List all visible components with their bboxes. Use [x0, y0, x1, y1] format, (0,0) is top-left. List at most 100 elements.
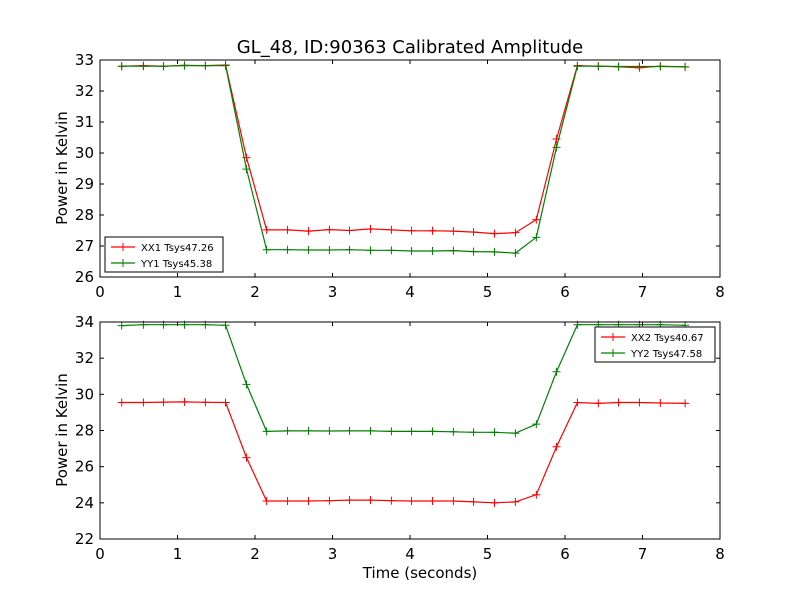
- data-point: [117, 62, 126, 71]
- y-tick-label: 30: [75, 385, 94, 403]
- data-point: [262, 427, 271, 436]
- series-line-2: [121, 64, 686, 254]
- legend: XX1 Tsys47.26 YY1 Tsys45.38: [104, 236, 224, 273]
- data-point: [117, 398, 126, 407]
- y-tick-label: 28: [75, 206, 94, 224]
- data-point: [573, 62, 582, 71]
- x-tick-label: 4: [405, 283, 415, 301]
- data-point: [511, 249, 520, 258]
- data-point: [345, 496, 354, 505]
- data-point: [387, 496, 396, 505]
- y-tick-label: 31: [75, 113, 94, 131]
- data-point: [469, 497, 478, 506]
- legend-marker: [609, 333, 617, 341]
- data-point: [304, 497, 313, 506]
- legend-marker: [119, 259, 127, 267]
- x-tick-label: 8: [715, 545, 725, 563]
- data-point: [304, 246, 313, 255]
- data-point: [262, 225, 271, 234]
- data-point: [366, 496, 375, 505]
- data-point: [681, 62, 690, 71]
- legend-marker: [119, 243, 127, 251]
- data-point: [221, 321, 230, 330]
- data-point: [387, 246, 396, 255]
- data-point: [407, 226, 416, 235]
- data-point: [139, 398, 148, 407]
- y-tick-label: 29: [75, 175, 94, 193]
- x-tick-label: 4: [405, 545, 415, 563]
- data-point: [139, 62, 148, 71]
- data-point: [681, 399, 690, 408]
- y-axis-label: Power in Kelvin: [53, 373, 71, 487]
- data-point: [532, 215, 541, 224]
- legend-label: XX1 Tsys47.26: [141, 243, 214, 254]
- data-point: [325, 496, 334, 505]
- x-tick-label: 1: [173, 545, 183, 563]
- x-tick-label: 0: [95, 545, 105, 563]
- data-point: [345, 226, 354, 235]
- data-point: [387, 225, 396, 234]
- data-point: [366, 426, 375, 435]
- chart-title: GL_48, ID:90363 Calibrated Amplitude: [237, 37, 584, 58]
- y-tick-label: 32: [75, 349, 94, 367]
- x-tick-label: 7: [638, 283, 648, 301]
- data-point: [201, 61, 210, 70]
- data-point: [532, 490, 541, 499]
- data-point: [325, 427, 334, 436]
- data-point: [449, 246, 458, 255]
- y-tick-label: 28: [75, 422, 94, 440]
- data-point: [656, 399, 665, 408]
- data-point: [490, 498, 499, 507]
- x-tick-label: 1: [173, 283, 183, 301]
- x-tick-label: 5: [483, 545, 493, 563]
- y-tick-label: 26: [75, 458, 94, 476]
- data-point: [490, 247, 499, 256]
- data-point: [407, 427, 416, 436]
- y-tick-label: 32: [75, 82, 94, 100]
- y-tick-label: 26: [75, 268, 94, 286]
- data-point: [159, 62, 168, 71]
- data-point: [345, 426, 354, 435]
- data-point: [325, 225, 334, 234]
- data-point: [635, 62, 644, 71]
- data-point: [407, 497, 416, 506]
- y-axis-label: Power in Kelvin: [53, 111, 71, 225]
- data-point: [283, 426, 292, 435]
- y-tick-label: 34: [75, 313, 94, 331]
- data-point: [594, 62, 603, 71]
- data-point: [490, 229, 499, 238]
- data-point: [511, 429, 520, 438]
- data-point: [594, 399, 603, 408]
- x-tick-label: 3: [328, 283, 338, 301]
- data-point: [428, 427, 437, 436]
- data-point: [180, 397, 189, 406]
- data-point: [242, 165, 251, 174]
- data-point: [552, 143, 561, 152]
- x-tick-label: 7: [638, 545, 648, 563]
- data-point: [242, 380, 251, 389]
- data-point: [635, 398, 644, 407]
- legend-label: XX2 Tsys40.67: [631, 333, 704, 344]
- x-tick-label: 0: [95, 283, 105, 301]
- series-line-1: [121, 401, 686, 504]
- legend-label: YY2 Tsys47.58: [630, 349, 702, 360]
- y-tick-label: 27: [75, 237, 94, 255]
- data-point: [159, 398, 168, 407]
- y-tick-label: 33: [75, 51, 94, 69]
- x-axis-label: Time (seconds): [362, 564, 478, 582]
- data-point: [242, 453, 251, 462]
- data-point: [283, 225, 292, 234]
- data-point: [304, 426, 313, 435]
- data-point: [407, 246, 416, 255]
- data-point: [469, 428, 478, 437]
- data-point: [221, 398, 230, 407]
- data-point: [366, 224, 375, 233]
- data-point: [366, 246, 375, 255]
- data-point: [180, 61, 189, 70]
- data-point: [262, 245, 271, 254]
- data-point: [511, 497, 520, 506]
- data-point: [221, 61, 230, 70]
- legend: XX2 Tsys40.67 YY2 Tsys47.58: [594, 326, 716, 363]
- y-tick-label: 24: [75, 494, 94, 512]
